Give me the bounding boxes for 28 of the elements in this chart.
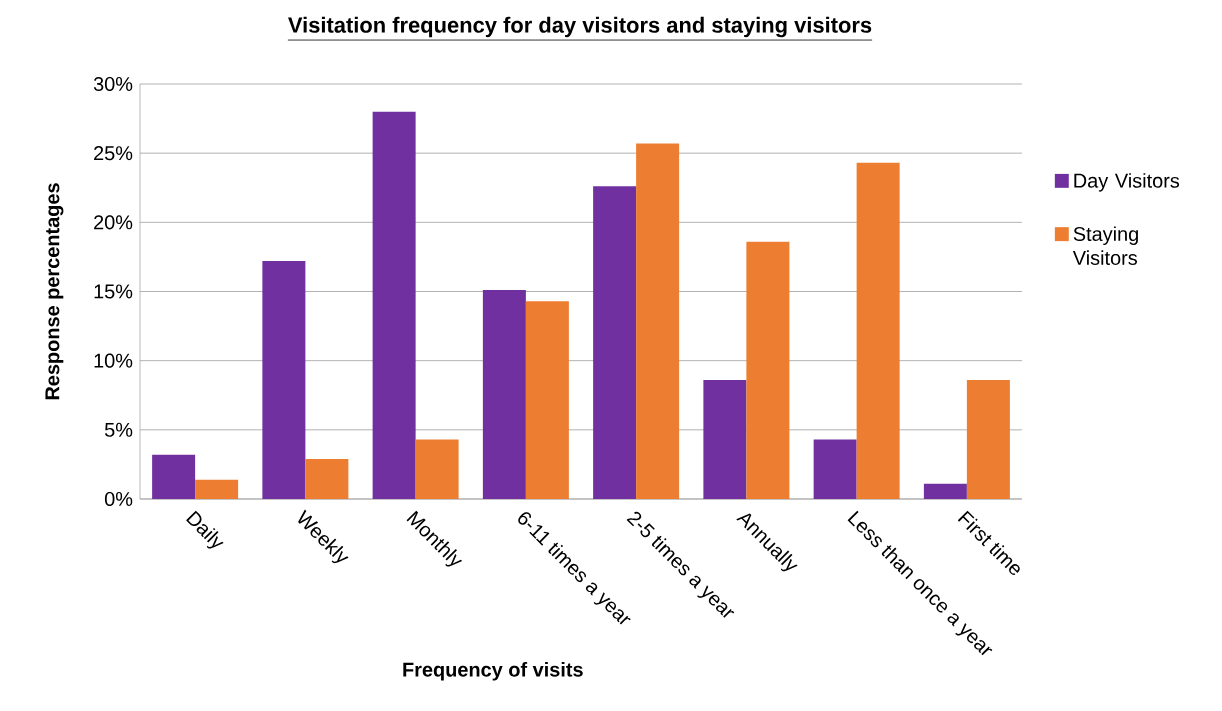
y-tick-label: 20% <box>94 215 133 230</box>
bar <box>305 458 349 499</box>
x-axis-title: Frequency of visits <box>403 662 583 681</box>
y-tick-label: 0% <box>104 491 133 507</box>
chart-title: Visitation frequency for day visitors and staying visitors <box>288 16 872 38</box>
bar <box>152 454 196 499</box>
legend-label: Day Visitors <box>1074 173 1180 192</box>
bar <box>525 301 569 499</box>
bar <box>856 162 900 499</box>
bar <box>262 261 306 499</box>
bar <box>195 479 239 499</box>
bar <box>482 290 526 499</box>
y-tick-label: 25% <box>94 146 133 161</box>
bar <box>813 439 857 499</box>
y-tick-label: 10% <box>94 353 133 368</box>
bar <box>372 111 416 499</box>
bar <box>593 186 637 499</box>
bar <box>966 380 1010 499</box>
bar <box>636 143 680 499</box>
y-tick-label: 5% <box>104 422 133 437</box>
legend-label: Staying Visitors <box>1072 226 1138 265</box>
y-tick-label: 30% <box>93 76 133 92</box>
y-axis-title: Response percentages <box>45 183 64 400</box>
bar <box>703 380 747 499</box>
bar <box>746 241 790 499</box>
bar <box>923 483 967 499</box>
bar <box>415 439 459 499</box>
y-tick-label: 15% <box>94 284 133 299</box>
